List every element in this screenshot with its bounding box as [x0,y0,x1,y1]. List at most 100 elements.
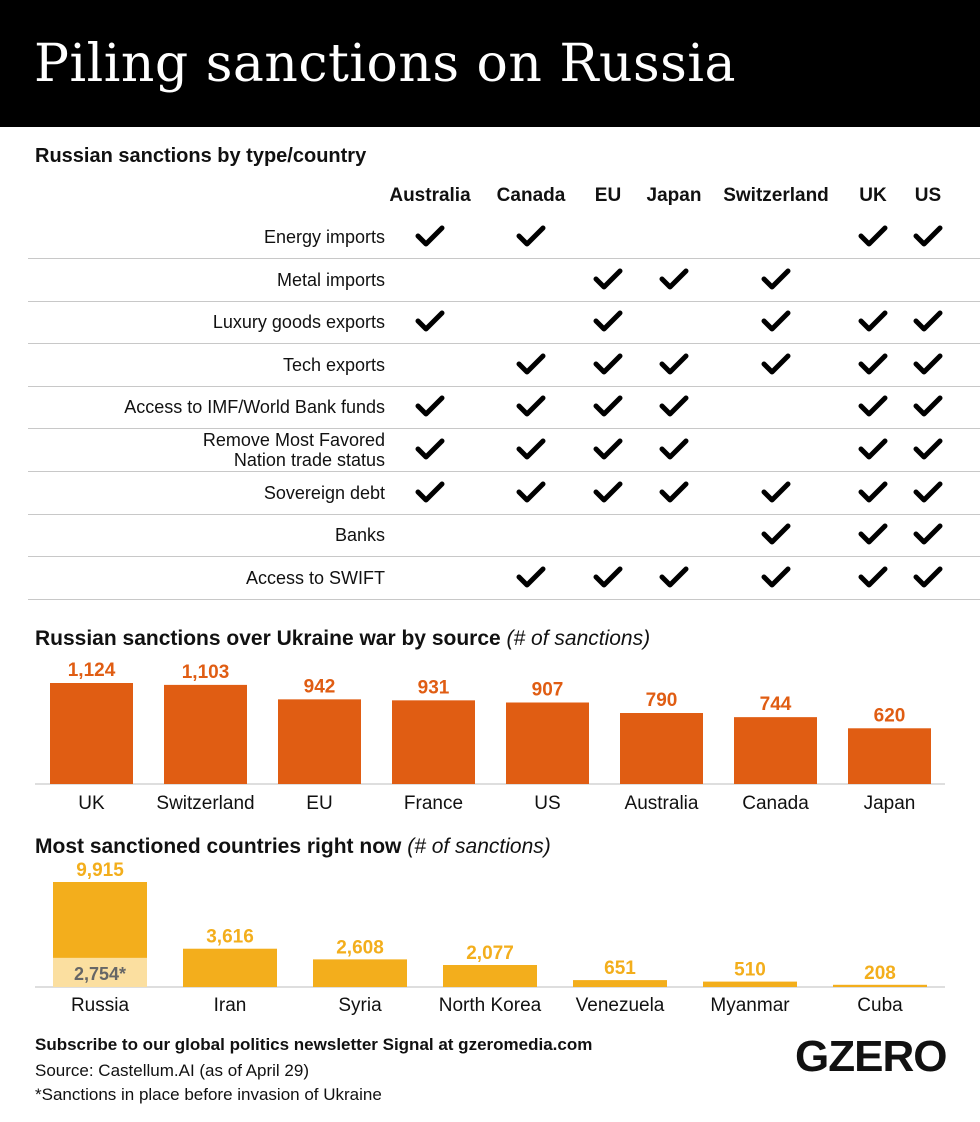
footnote: *Sanctions in place before invasion of U… [35,1085,382,1104]
table-row: Access to SWIFT [28,557,980,600]
table-row: Metal imports [28,259,980,302]
column-header-canada: Canada [496,185,566,206]
check-icon [659,353,689,375]
category-label: North Korea [439,995,542,1016]
chart-countries-subtitle: (# of sanctions) [407,835,551,858]
page-title: Piling sanctions on Russia [34,34,736,94]
row-label: Luxury goods exports [212,312,385,333]
check-icon [415,395,445,417]
source-note: Source: Castellum.AI (as of April 29) [35,1061,310,1080]
table-row: Banks [28,514,980,558]
bar-venezuela [573,980,667,987]
check-icon [858,225,888,247]
category-label: EU [306,793,332,814]
bar-canada [734,717,817,784]
bar-australia [620,713,703,784]
bar-eu [278,699,361,784]
check-icon [858,438,888,460]
chart-countries-title-main: Most sanctioned countries right now [35,835,402,858]
data-label: 790 [646,690,678,711]
row-label: Banks [334,525,385,546]
check-icon [516,566,546,588]
category-label: Venezuela [576,995,665,1016]
chart-sanctioned-countries: 9,915 Russia 2,754* 3,616 Iran 2,608 Syria 2,07… [35,860,945,1016]
check-icon [761,566,791,588]
check-icon [659,268,689,290]
header-banner: Piling sanctions on Russia [0,0,980,127]
check-icon [761,481,791,503]
chart-ukraine-subtitle: (# of sanctions) [506,627,651,650]
category-label: France [404,793,463,814]
check-icon [593,481,623,503]
table-row: Tech exports [28,344,980,387]
row-label: Access to SWIFT [245,567,385,588]
check-icon [415,438,445,460]
data-label: 510 [734,960,766,981]
check-icon [516,395,546,417]
check-icon [659,481,689,503]
check-icon [761,310,791,332]
bar-france [392,700,475,784]
check-icon [516,438,546,460]
subscribe-note: Subscribe to our global politics newslet… [35,1035,593,1054]
bar-japan [848,728,931,784]
check-icon [761,268,791,290]
check-icon [593,395,623,417]
category-label: Cuba [857,995,903,1016]
check-icon [858,310,888,332]
category-label: Myanmar [710,995,790,1016]
check-icon [913,438,943,460]
category-label: Iran [214,995,247,1016]
category-label: Australia [625,793,699,814]
check-icon [858,523,888,545]
check-icon [659,438,689,460]
check-icon [913,310,943,332]
table-row: Remove Most Favored Nation trade status [28,429,980,472]
column-header-switzerland: Switzerland [723,185,829,206]
check-icon [415,310,445,332]
bar-switzerland [164,684,247,784]
check-icon [659,395,689,417]
bar-russia-pre-invasion [53,957,147,987]
data-label: 2,608 [336,937,384,958]
category-label: Syria [338,995,382,1016]
row-label: Energy imports [263,227,385,247]
column-header-us: US [914,185,942,206]
category-label: Russia [71,995,130,1016]
row-label: Remove Most Favored Nation trade status [202,430,385,470]
check-icon [415,481,445,503]
bar-iran [183,948,277,987]
bar-north-korea [443,965,537,987]
chart-ukraine-title-main: Russian sanctions over Ukraine war by so… [35,627,501,650]
category-label: US [534,793,560,814]
data-label: 2,077 [466,943,514,964]
check-icon [913,395,943,417]
table-title: Russian sanctions by type/country [35,145,367,167]
chart-countries-title: Most sanctioned countries right now (# o… [35,835,551,859]
gzero-logo: GZERO [795,1032,947,1081]
category-label: Canada [742,793,809,814]
data-label: 208 [864,963,896,984]
check-icon [659,566,689,588]
column-header-eu: EU [594,185,622,206]
check-icon [415,225,445,247]
chart-ukraine-sources: 1,124 UK 1,103 Switzerland 942 EU 931 France 907… [35,660,945,814]
bar-us [506,702,589,784]
bar-uk [50,683,133,784]
check-icon [593,310,623,332]
check-icon [761,523,791,545]
check-icon [593,268,623,290]
check-icon [913,566,943,588]
category-label: Switzerland [156,793,254,814]
pre-invasion-label: 2,754* [74,964,126,984]
data-label: 1,124 [68,660,116,681]
column-header-japan: Japan [646,185,702,206]
table-row: Luxury goods exports [28,301,980,345]
table-row: Sovereign debt [28,472,980,515]
bar-myanmar [703,981,797,987]
row-label: Access to IMF/World Bank funds [124,397,385,418]
check-icon [593,353,623,375]
data-label: 907 [532,679,564,700]
column-header-uk: UK [859,185,887,206]
bar-syria [313,959,407,987]
